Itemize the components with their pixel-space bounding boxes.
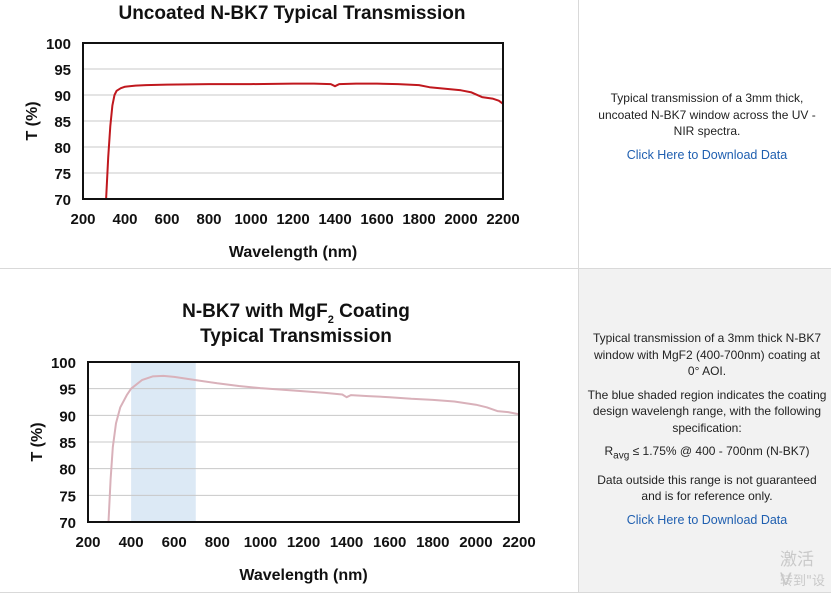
transmission-series-line	[105, 82, 503, 199]
x-tick-label: 800	[205, 534, 230, 551]
mgf2-description-text-1: Typical transmission of a 3mm thick N-BK…	[592, 331, 822, 378]
mgf2-spec: Ravg ≤ 1.75% @ 400 - 700nm (N-BK7)	[587, 443, 827, 465]
watermark-line-1: 激活 V	[780, 550, 814, 590]
x-tick-label: 400	[119, 534, 144, 551]
x-tick-label: 2000	[444, 211, 477, 228]
x-tick-label: 800	[196, 211, 221, 228]
x-tick-label: 1200	[287, 534, 320, 551]
mgf2-spec-value: ≤ 1.75% @ 400 - 700nm (N-BK7)	[629, 444, 810, 458]
x-axis-label: Wavelength (nm)	[239, 567, 367, 584]
y-tick-label: 100	[46, 36, 71, 53]
y-tick-label: 75	[54, 166, 71, 183]
mgf2-row: N-BK7 with MgF2 Coating Typical Transmiss…	[0, 269, 831, 593]
x-tick-label: 200	[70, 211, 95, 228]
x-tick-label: 600	[154, 211, 179, 228]
chart-title-line: N-BK7 with MgF2 Coating	[182, 301, 410, 326]
y-axis-label: T (%)	[24, 101, 41, 140]
x-tick-label: 1600	[360, 211, 393, 228]
x-tick-label: 2200	[502, 534, 535, 551]
chart-title-line: Typical Transmission	[200, 326, 392, 347]
uncoated-row: Uncoated N-BK7 Typical Transmission 70 75 8…	[0, 0, 831, 269]
watermark-line-2: 转到"设	[780, 574, 825, 589]
uncoated-description-text: Typical transmission of a 3mm thick, unc…	[598, 91, 816, 138]
y-tick-label: 90	[54, 88, 71, 105]
uncoated-transmission-chart: Uncoated N-BK7 Typical Transmission 70 75 8…	[24, 3, 520, 261]
y-tick-label: 70	[54, 192, 71, 209]
y-tick-label: 95	[59, 382, 76, 399]
x-tick-label: 400	[112, 211, 137, 228]
x-tick-label: 600	[162, 534, 187, 551]
transmission-series-line	[107, 374, 519, 522]
uncoated-description-cell: Typical transmission of a 3mm thick, unc…	[579, 0, 831, 268]
mgf2-description-text-3: Data outside this range is not guarantee…	[597, 472, 817, 504]
x-tick-label: 1200	[276, 211, 309, 228]
mgf2-description-cell: Typical transmission of a 3mm thick N-BK…	[579, 269, 831, 592]
y-tick-label: 75	[59, 488, 76, 505]
y-tick-label: 90	[59, 408, 76, 425]
x-tick-label: 1800	[416, 534, 449, 551]
mgf2-description: Typical transmission of a 3mm thick N-BK…	[587, 330, 827, 528]
plot-frame	[87, 361, 520, 523]
x-tick-label: 2200	[486, 211, 519, 228]
uncoated-chart-cell: Uncoated N-BK7 Typical Transmission 70 75 8…	[0, 0, 579, 268]
y-tick-label: 100	[51, 355, 76, 372]
y-tick-label: 80	[54, 140, 71, 157]
x-tick-label: 1400	[330, 534, 363, 551]
x-tick-label: 1400	[318, 211, 351, 228]
y-tick-label: 80	[59, 462, 76, 479]
x-tick-label: 2000	[459, 534, 492, 551]
y-tick-label: 85	[59, 435, 76, 452]
mgf2-download-link[interactable]: Click Here to Download Data	[626, 512, 788, 527]
x-tick-label: 1000	[244, 534, 277, 551]
x-tick-label: 1600	[373, 534, 406, 551]
x-tick-label: 1000	[234, 211, 267, 228]
x-axis-label: Wavelength (nm)	[229, 244, 357, 261]
y-tick-label: 85	[54, 114, 71, 131]
x-tick-label: 1800	[402, 211, 435, 228]
y-axis-label: T (%)	[29, 422, 46, 461]
uncoated-download-link[interactable]: Click Here to Download Data	[626, 147, 788, 162]
mgf2-spec-symbol: R	[604, 444, 614, 458]
y-tick-label: 70	[59, 515, 76, 532]
mgf2-spec-subscript: avg	[613, 450, 630, 462]
plot-frame	[82, 42, 504, 200]
y-tick-label: 95	[54, 62, 71, 79]
x-tick-label: 200	[75, 534, 100, 551]
mgf2-description-text-2: The blue shaded region indicates the coa…	[587, 387, 827, 435]
uncoated-description: Typical transmission of a 3mm thick, unc…	[587, 90, 827, 163]
chart-title-line: Uncoated N-BK7 Typical Transmission	[118, 3, 465, 24]
mgf2-chart-cell: N-BK7 with MgF2 Coating Typical Transmiss…	[0, 269, 579, 592]
